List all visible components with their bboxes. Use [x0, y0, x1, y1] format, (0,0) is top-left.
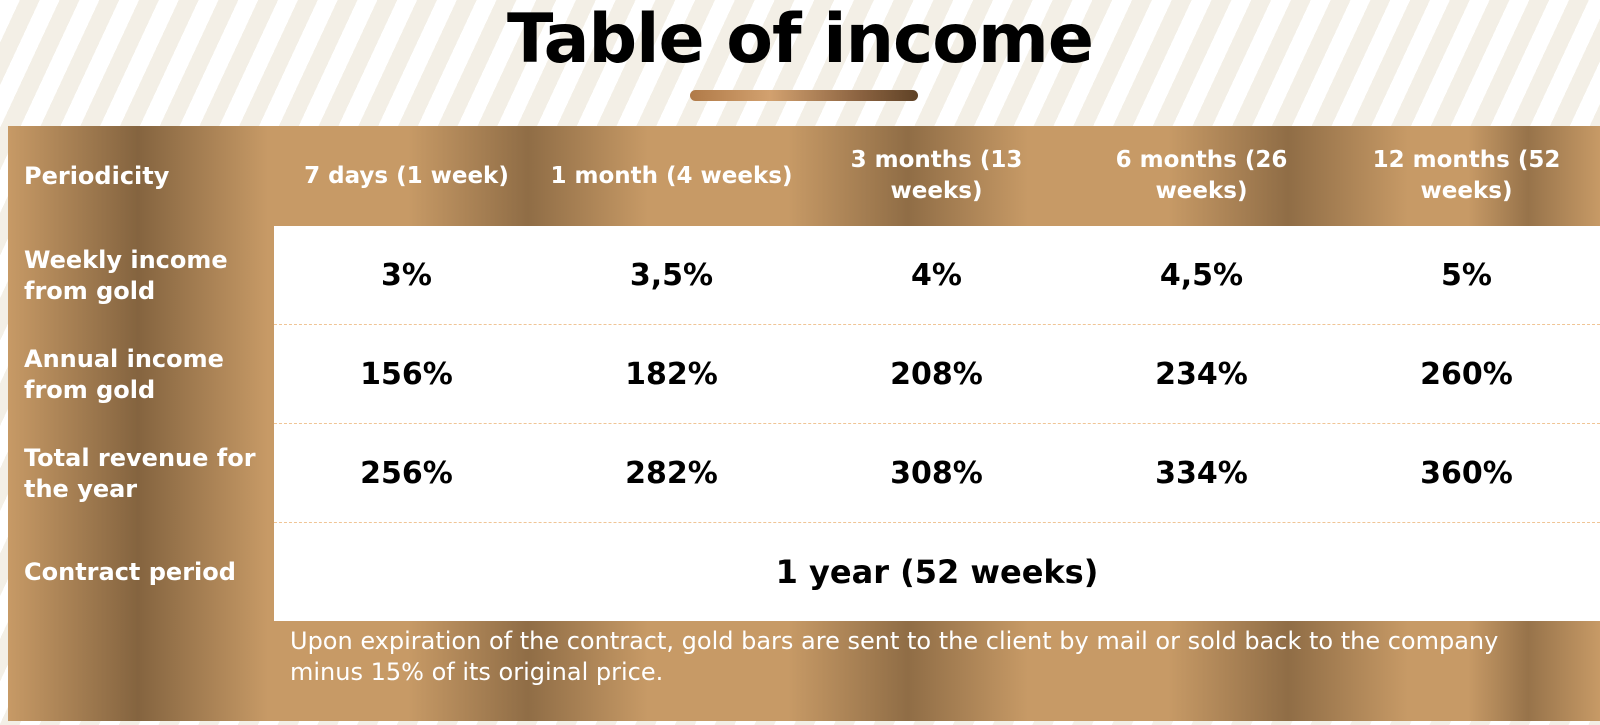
- title-underline: [690, 90, 918, 101]
- contract-period-value: 1 year (52 weeks): [775, 552, 1099, 591]
- table-cell: 234%: [1155, 357, 1248, 392]
- row-label-total-revenue: Total revenue for the year: [24, 443, 256, 503]
- values-panel: 3% 3,5% 4% 4,5% 5% 156% 182% 208% 234% 2…: [274, 226, 1600, 621]
- periodicity-label: Periodicity: [24, 161, 170, 190]
- page-title: Table of income: [507, 0, 1094, 79]
- table-cell: 5%: [1441, 258, 1492, 293]
- table-row: 3% 3,5% 4% 4,5% 5%: [274, 226, 1600, 325]
- table-cell: 4%: [911, 258, 962, 293]
- footnote: Upon expiration of the contract, gold ba…: [290, 627, 1499, 686]
- column-header: 7 days (1 week): [304, 162, 509, 189]
- table-cell: 3,5%: [629, 258, 714, 293]
- income-table: Periodicity 7 days (1 week) 1 month (4 w…: [8, 126, 1600, 721]
- table-cell: 182%: [625, 357, 718, 392]
- table-cell: 260%: [1420, 357, 1513, 392]
- table-cell: 256%: [360, 456, 453, 491]
- table-cell: 208%: [890, 357, 983, 392]
- table-cell: 156%: [360, 357, 453, 392]
- table-cell: 334%: [1155, 456, 1248, 491]
- table-cell: 360%: [1420, 456, 1513, 491]
- row-label-contract-period: Contract period: [24, 558, 236, 586]
- row-label-weekly-income: Weekly income from gold: [24, 245, 228, 305]
- column-header: 6 months (26 weeks): [1115, 147, 1288, 204]
- column-header: 3 months (13 weeks): [850, 147, 1023, 204]
- table-cell: 282%: [625, 456, 718, 491]
- column-header: 1 month (4 weeks): [550, 162, 793, 189]
- table-cell: 4,5%: [1159, 258, 1244, 293]
- table-row: 256% 282% 308% 334% 360%: [274, 424, 1600, 523]
- table-cell: 3%: [381, 258, 432, 293]
- table-row: 156% 182% 208% 234% 260%: [274, 325, 1600, 424]
- column-header: 12 months (52 weeks): [1372, 147, 1561, 204]
- row-label-annual-income: Annual income from gold: [24, 344, 224, 404]
- table-cell: 308%: [890, 456, 983, 491]
